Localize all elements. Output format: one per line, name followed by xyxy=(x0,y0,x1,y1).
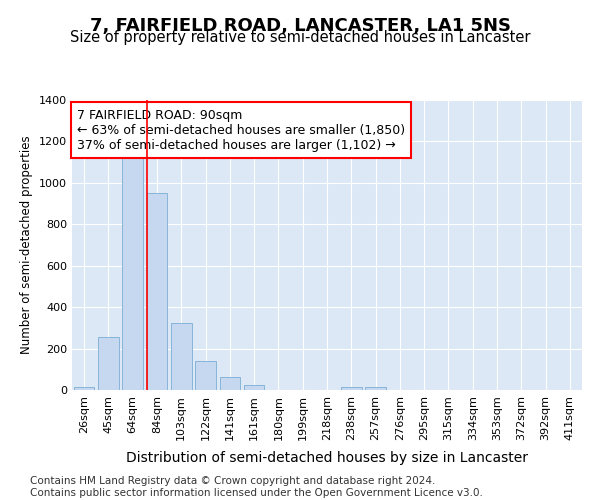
Text: 7 FAIRFIELD ROAD: 90sqm
← 63% of semi-detached houses are smaller (1,850)
37% of: 7 FAIRFIELD ROAD: 90sqm ← 63% of semi-de… xyxy=(77,108,405,152)
Text: Contains HM Land Registry data © Crown copyright and database right 2024.
Contai: Contains HM Land Registry data © Crown c… xyxy=(30,476,483,498)
Bar xyxy=(146,193,167,390)
X-axis label: Distribution of semi-detached houses by size in Lancaster: Distribution of semi-detached houses by … xyxy=(126,451,528,465)
Bar xyxy=(171,322,191,390)
Text: 7, FAIRFIELD ROAD, LANCASTER, LA1 5NS: 7, FAIRFIELD ROAD, LANCASTER, LA1 5NS xyxy=(89,18,511,36)
Bar xyxy=(365,387,386,390)
Bar xyxy=(244,385,265,390)
Bar xyxy=(195,361,216,390)
Bar xyxy=(341,387,362,390)
Y-axis label: Number of semi-detached properties: Number of semi-detached properties xyxy=(20,136,34,354)
Bar xyxy=(98,337,119,390)
Bar xyxy=(220,376,240,390)
Text: Size of property relative to semi-detached houses in Lancaster: Size of property relative to semi-detach… xyxy=(70,30,530,45)
Bar xyxy=(122,150,143,390)
Bar xyxy=(74,387,94,390)
